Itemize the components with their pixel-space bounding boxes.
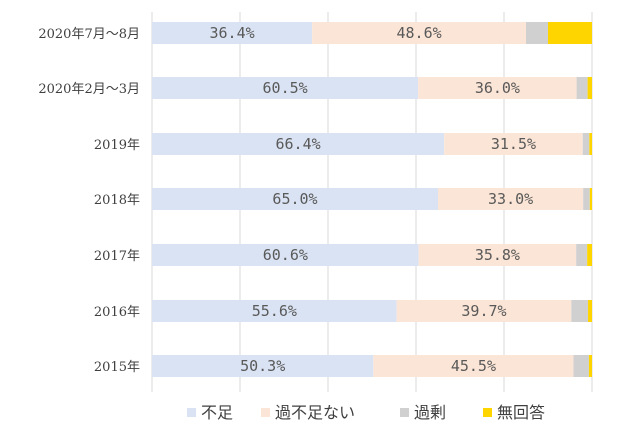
legend-swatch-0: [187, 408, 196, 417]
legend-label-0: 不足: [201, 403, 233, 422]
data-label-1-3: 33.0%: [488, 190, 533, 208]
category-label-4: 2017年: [94, 249, 140, 264]
data-label-0-4: 60.6%: [263, 246, 308, 264]
bar-segment-2-0: [526, 22, 548, 44]
bar-row-6: 50.3% 45.5%: [152, 355, 592, 377]
bar-segment-0-1: [152, 77, 419, 99]
legend-swatch-2: [400, 408, 409, 417]
bar-segment-1-4: [418, 244, 577, 266]
category-labels: 2020年7月～8月 2020年2月～3月 2019年 2018年 2017年 2016年…: [38, 27, 140, 375]
bar-segment-1-2: [444, 133, 583, 155]
bar-groups: 36.4% 48.6% 60.5% 36.0% 66.4% 31.5% 65.0% 33.0%…: [152, 22, 592, 377]
category-label-3: 2018年: [94, 193, 140, 208]
bar-segment-1-6: [373, 355, 574, 377]
bar-row-5: 55.6% 39.7%: [152, 300, 592, 322]
bar-row-1: 60.5% 36.0%: [152, 77, 592, 99]
legend-swatch-1: [261, 408, 270, 417]
bar-segment-3-3: [589, 188, 592, 210]
category-label-5: 2016年: [94, 305, 140, 320]
bar-segment-0-5: [152, 300, 397, 322]
data-label-1-6: 45.5%: [451, 357, 496, 375]
bar-segment-0-6: [152, 355, 374, 377]
data-label-1-4: 35.8%: [475, 246, 520, 264]
bar-segment-1-1: [418, 77, 577, 99]
bar-segment-2-3: [583, 188, 590, 210]
data-label-1-2: 31.5%: [491, 135, 536, 153]
bar-segment-3-0: [548, 22, 592, 44]
bar-segment-3-4: [587, 244, 592, 266]
data-label-0-0: 36.4%: [210, 24, 255, 42]
bar-segment-1-5: [396, 300, 572, 322]
bar-segment-1-3: [438, 188, 584, 210]
data-label-0-3: 65.0%: [272, 190, 317, 208]
bar-segment-2-4: [576, 244, 588, 266]
category-label-2: 2019年: [94, 138, 140, 153]
bar-segment-2-2: [582, 133, 590, 155]
bar-segment-0-0: [152, 22, 313, 44]
data-label-0-6: 50.3%: [240, 357, 285, 375]
bar-segment-3-2: [589, 133, 592, 155]
bar-segment-1-0: [312, 22, 526, 44]
category-label-1: 2020年2月～3月: [38, 82, 140, 97]
bar-row-2: 66.4% 31.5%: [152, 133, 592, 155]
data-label-1-5: 39.7%: [461, 302, 506, 320]
bar-segment-2-6: [573, 355, 589, 377]
bar-segment-3-6: [588, 355, 592, 377]
data-label-0-5: 55.6%: [252, 302, 297, 320]
legend-label-1: 過不足ない: [275, 403, 355, 422]
legend: 不足 過不足ない 過剰 無回答: [187, 403, 545, 422]
legend-label-2: 過剰: [414, 403, 446, 422]
data-label-0-2: 66.4%: [276, 135, 321, 153]
bar-row-0: 36.4% 48.6%: [152, 22, 592, 44]
data-label-1-0: 48.6%: [397, 24, 442, 42]
data-label-1-1: 36.0%: [475, 79, 520, 97]
legend-label-3: 無回答: [497, 403, 545, 422]
category-label-0: 2020年7月～8月: [38, 27, 140, 42]
bar-segment-0-4: [152, 244, 419, 266]
category-label-6: 2015年: [94, 360, 140, 375]
bar-row-3: 65.0% 33.0%: [152, 188, 592, 210]
legend-swatch-3: [483, 408, 492, 417]
bar-segment-3-5: [588, 300, 592, 322]
bar-segment-2-1: [576, 77, 588, 99]
bar-segment-3-1: [587, 77, 592, 99]
bar-row-4: 60.6% 35.8%: [152, 244, 592, 266]
data-label-0-1: 60.5%: [263, 79, 308, 97]
bar-segment-0-3: [152, 188, 438, 210]
bar-segment-2-5: [571, 300, 589, 322]
bar-segment-0-2: [152, 133, 445, 155]
